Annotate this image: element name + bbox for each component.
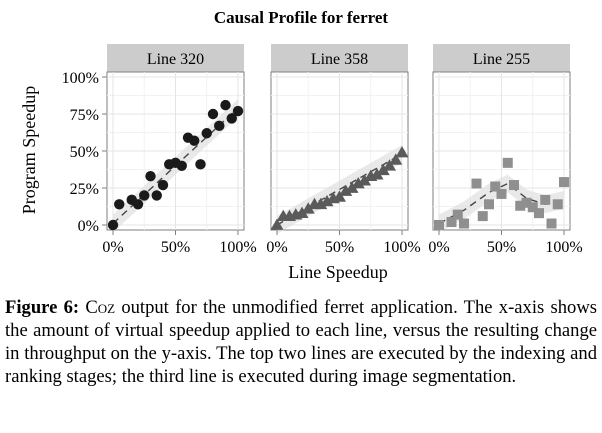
- data-point: [114, 199, 125, 210]
- data-point: [509, 180, 519, 191]
- data-point: [157, 179, 169, 191]
- y-tick-label: 100%: [62, 70, 99, 87]
- data-point: [370, 168, 384, 180]
- data-point: [339, 184, 353, 196]
- x-tick-label: 0%: [266, 239, 287, 256]
- data-point: [477, 211, 488, 222]
- y-tick-label: 25%: [70, 181, 99, 198]
- figure-caption: Figure 6: Coz output for the unmodified …: [5, 296, 597, 388]
- data-point: [471, 178, 482, 189]
- data-point: [132, 199, 144, 210]
- data-point: [383, 159, 396, 171]
- y-tick-label: 50%: [70, 144, 99, 161]
- facet-strip-label: Line 320: [147, 51, 204, 68]
- data-point: [201, 128, 212, 139]
- data-point: [207, 108, 219, 120]
- data-point: [459, 218, 469, 229]
- data-point: [434, 220, 444, 230]
- data-point: [446, 217, 457, 228]
- x-tick-label: 50%: [487, 239, 516, 256]
- x-tick-label: 100%: [219, 239, 256, 256]
- data-point: [521, 197, 532, 208]
- facet-strip-label: Line 358: [311, 51, 368, 68]
- x-tick-label: 0%: [102, 239, 123, 256]
- data-point: [496, 188, 507, 199]
- x-tick-label: 50%: [325, 239, 354, 256]
- data-point: [559, 177, 569, 188]
- data-point: [145, 170, 156, 182]
- data-point: [295, 206, 309, 219]
- data-point: [301, 202, 315, 214]
- x-tick-label: 100%: [383, 239, 420, 256]
- chart-title: Causal Profile for ferret: [214, 8, 389, 27]
- facet-strip: [433, 44, 570, 72]
- data-point: [333, 190, 346, 202]
- x-tick-label: 50%: [161, 239, 190, 256]
- data-point: [546, 218, 557, 229]
- y-axis-label: Program Speedup: [19, 86, 39, 214]
- caption-tool-name: Coz: [85, 297, 116, 318]
- panel-line-255: Line 255 0% 50% 100%: [428, 44, 583, 256]
- data-point: [270, 218, 284, 230]
- data-point: [552, 199, 563, 210]
- x-axis-label: Line Speedup: [288, 262, 387, 282]
- data-point: [540, 194, 551, 205]
- facet-strip-label: Line 255: [473, 51, 530, 68]
- data-point: [389, 153, 403, 165]
- data-point: [502, 157, 513, 168]
- data-point: [220, 99, 231, 111]
- data-point: [176, 160, 187, 171]
- caption-label: Figure 6:: [5, 297, 80, 318]
- y-tick-label: 75%: [70, 107, 99, 124]
- data-point: [358, 174, 371, 186]
- data-point: [395, 145, 409, 158]
- x-tick-label: 100%: [545, 239, 582, 256]
- panel-line-358: Line 358 0% 50% 100%: [266, 44, 421, 256]
- causal-profile-figure: Causal Profile for ferret 0% 25% 50% 75% 100…: [19, 8, 583, 282]
- data-point: [345, 181, 359, 193]
- x-tick-label: 0%: [428, 239, 449, 256]
- data-point: [320, 194, 334, 207]
- data-point: [534, 208, 544, 219]
- facet-strip: [271, 44, 408, 72]
- data-point: [484, 199, 494, 210]
- data-point: [527, 202, 538, 213]
- data-point: [490, 181, 501, 192]
- data-point: [107, 219, 119, 231]
- y-tick-label: 0%: [78, 218, 99, 235]
- data-point: [195, 159, 206, 170]
- y-axis: 0% 25% 50% 75% 100%: [62, 70, 107, 235]
- data-point: [515, 200, 526, 211]
- caption-text: output for the unmodified ferret applica…: [5, 297, 597, 387]
- data-point: [452, 209, 463, 220]
- facet-strip: [107, 44, 244, 72]
- data-point: [376, 163, 390, 176]
- data-point: [314, 197, 328, 210]
- data-point: [351, 177, 365, 189]
- panel-line-320: Line 320 0% 50% 100%: [102, 44, 257, 256]
- data-point: [151, 190, 162, 201]
- data-point: [232, 105, 244, 117]
- data-point: [189, 135, 200, 146]
- data-point: [226, 113, 237, 124]
- data-point: [214, 120, 225, 132]
- data-point: [139, 190, 150, 201]
